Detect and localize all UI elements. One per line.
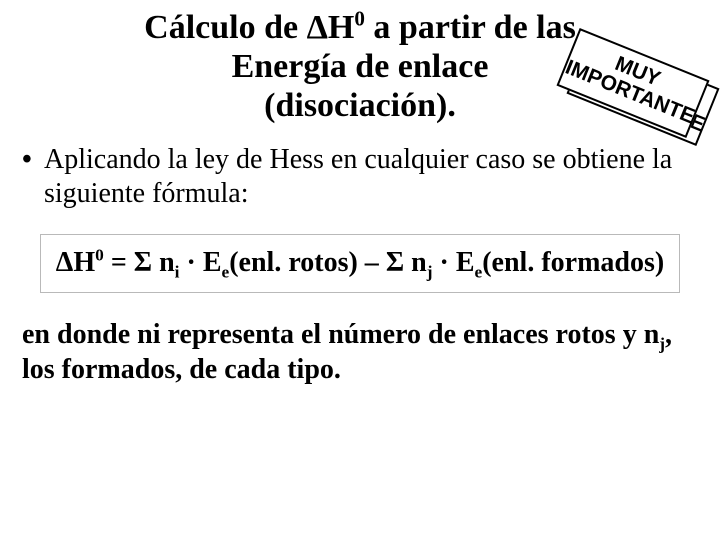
delta-symbol: Δ <box>307 9 328 46</box>
formula-n: n <box>152 247 175 278</box>
slide-root: Cálculo de ΔH0 a partir de las Energía d… <box>0 0 720 540</box>
formula-n: n <box>404 247 427 278</box>
title-text: Cálculo de <box>144 9 306 46</box>
formula-text: (enl. rotos) – <box>229 247 386 278</box>
bullet-list: • Aplicando la ley de Hess en cualquier … <box>18 143 702 210</box>
formula-box: ΔH0 = Σ ni · Ee(enl. rotos) – Σ nj · Ee(… <box>40 234 680 293</box>
formula-text: · E <box>432 247 474 278</box>
title-H: H <box>328 9 354 46</box>
formula-text: · E <box>180 247 222 278</box>
footer-text-1: en donde ni representa el número de enla… <box>22 319 659 350</box>
formula-delta: Δ <box>56 247 74 278</box>
bullet-marker: • <box>22 143 44 177</box>
title-text: a partir de las <box>365 9 576 46</box>
important-callout: MUY IMPORTANTE MUY IMPORTANTE <box>561 50 716 128</box>
list-item: • Aplicando la ley de Hess en cualquier … <box>22 143 702 210</box>
sigma-symbol: Σ <box>134 247 152 278</box>
sigma-symbol: Σ <box>386 247 404 278</box>
bullet-text: Aplicando la ley de Hess en cualquier ca… <box>44 143 702 210</box>
formula-equals: = <box>104 247 134 278</box>
title-exponent: 0 <box>354 7 365 31</box>
formula-H: H <box>73 247 95 278</box>
footer-paragraph: en donde ni representa el número de enla… <box>18 317 702 387</box>
formula-text: (enl. formados) <box>482 247 664 278</box>
formula-exp: 0 <box>95 246 104 265</box>
